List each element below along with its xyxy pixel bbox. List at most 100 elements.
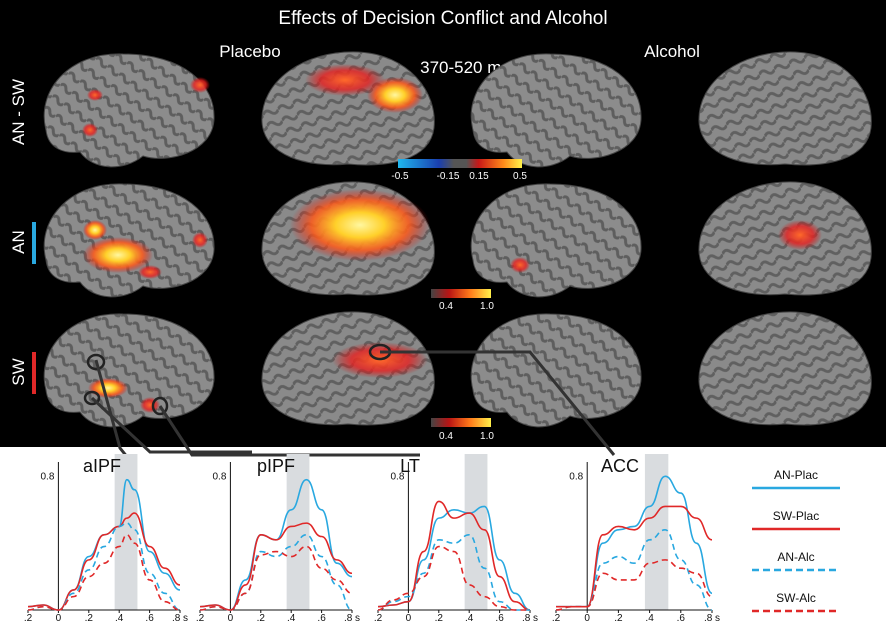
brain-maps: Effects of Decision Conflict and Alcohol… bbox=[9, 8, 872, 442]
charts: 0.8 .2 0 .2 .4 .6 .8 s aIPF 0.8 .2 0 .2 .4 .6 .8 s pIPF… bbox=[24, 454, 720, 622]
brain-grid bbox=[43, 51, 872, 428]
x-tick-label: .6 bbox=[317, 613, 326, 622]
x-tick-label: .4 bbox=[645, 613, 654, 622]
x-tick-label: .4 bbox=[115, 613, 124, 622]
x-tick-label: .2 bbox=[435, 613, 444, 622]
roi-marker bbox=[151, 396, 169, 416]
analysis-window bbox=[286, 454, 310, 610]
y-tick-label: 0.8 bbox=[40, 471, 54, 482]
series-line-sw-plac bbox=[199, 522, 353, 611]
brain-surface-lateral bbox=[470, 313, 642, 428]
analysis-window bbox=[644, 454, 669, 610]
y-tick-label: 0.8 bbox=[569, 471, 583, 482]
row-label-sw: SW bbox=[9, 358, 28, 385]
brain-surface-lateral bbox=[470, 53, 642, 168]
y-tick-label: 0.8 bbox=[212, 471, 226, 482]
brain-maps-panel: Effects of Decision Conflict and Alcohol… bbox=[0, 0, 886, 447]
series-line-sw-plac bbox=[27, 512, 181, 611]
brain-surface-lateral bbox=[43, 53, 215, 168]
activation-blob bbox=[83, 237, 153, 273]
x-tick-label: .2 bbox=[257, 613, 266, 622]
colorbar-sequential-gradient bbox=[431, 418, 491, 427]
colorbar-tick: 0.15 bbox=[469, 171, 489, 182]
x-tick-label: 0 bbox=[56, 613, 62, 622]
roi-marker bbox=[86, 353, 106, 371]
series-line-an-alc bbox=[377, 534, 530, 611]
series-line-an-alc bbox=[555, 529, 713, 611]
series-line-sw-alc bbox=[27, 534, 181, 611]
colorbar-tick: 0.5 bbox=[513, 171, 527, 182]
activation-blob bbox=[192, 232, 208, 248]
legend-label-sw-alc: SW-Alc bbox=[776, 591, 816, 605]
series-line-an-alc bbox=[199, 534, 353, 611]
series-line-an-alc bbox=[27, 522, 181, 611]
colorbar-tick: 1.0 bbox=[480, 301, 494, 312]
chart-title: aIPF bbox=[83, 456, 121, 476]
chart-pipf: 0.8 .2 0 .2 .4 .6 .8 s pIPF bbox=[196, 454, 360, 622]
series-line-sw-alc bbox=[199, 545, 353, 611]
activation-blob bbox=[190, 77, 210, 93]
analysis-window bbox=[114, 454, 138, 610]
row-label-an-sw: AN - SW bbox=[9, 79, 28, 145]
colorbar-diverging: -0.5 -0.15 0.15 0.5 bbox=[391, 159, 527, 182]
series-line-sw-plac bbox=[555, 505, 713, 608]
x-tick-label: .2 bbox=[552, 613, 561, 622]
connector-pipf bbox=[90, 396, 252, 454]
column-label-placebo: Placebo bbox=[219, 42, 280, 61]
colorbar-sequential-an: 0.4 1.0 bbox=[431, 289, 494, 312]
legend: AN-Plac SW-Plac AN-Alc SW-Alc bbox=[752, 468, 840, 613]
activation-blob bbox=[510, 257, 530, 273]
x-tick-label: .8 s bbox=[172, 613, 188, 622]
colorbar-tick: 0.4 bbox=[439, 301, 453, 312]
colorbar-diverging-gradient bbox=[398, 159, 522, 168]
legend-label-an-alc: AN-Alc bbox=[777, 550, 814, 564]
x-tick-label: 0 bbox=[406, 613, 412, 622]
x-tick-label: .2 bbox=[85, 613, 94, 622]
column-label-alcohol: Alcohol bbox=[644, 42, 700, 61]
analysis-window bbox=[464, 454, 488, 610]
x-tick-label: .2 bbox=[374, 613, 383, 622]
y-tick-label: 0.8 bbox=[390, 471, 404, 482]
activation-blob bbox=[138, 265, 162, 279]
series-line-sw-plac bbox=[377, 500, 531, 611]
chart-title: LT bbox=[400, 456, 420, 476]
x-tick-label: .8 s bbox=[704, 613, 720, 622]
series-line-an-plac bbox=[377, 505, 531, 611]
activation-blob bbox=[83, 220, 107, 240]
colorbar-tick: -0.5 bbox=[391, 171, 409, 182]
x-tick-label: .4 bbox=[287, 613, 296, 622]
series-line-an-plac bbox=[555, 475, 713, 608]
chart-acc: 0.8 .2 0 .2 .4 .6 .8 s ACC bbox=[552, 454, 720, 622]
roi-marker bbox=[83, 390, 101, 406]
time-window-label: 370-520 ms bbox=[420, 58, 510, 77]
chart-lt: 0.8 .2 0 .2 .4 .6 .8 s LT bbox=[374, 454, 538, 622]
roi-connectors bbox=[90, 350, 616, 459]
x-tick-label: .6 bbox=[677, 613, 686, 622]
row-label-an: AN bbox=[9, 230, 28, 254]
series-line-an-plac bbox=[199, 478, 353, 611]
activation-blob bbox=[88, 378, 128, 398]
series-line-sw-alc bbox=[377, 545, 530, 611]
colorbar-sequential-sw: 0.4 1.0 bbox=[431, 418, 494, 442]
x-tick-label: .2 bbox=[196, 613, 205, 622]
colorbar-tick: 1.0 bbox=[480, 431, 494, 442]
x-tick-label: .2 bbox=[24, 613, 33, 622]
colorbar-sequential-gradient bbox=[431, 289, 491, 298]
chart-title: ACC bbox=[601, 456, 639, 476]
x-tick-label: .6 bbox=[145, 613, 154, 622]
x-tick-label: .2 bbox=[614, 613, 623, 622]
x-tick-label: .8 s bbox=[344, 613, 360, 622]
x-tick-label: .8 s bbox=[522, 613, 538, 622]
x-tick-label: 0 bbox=[228, 613, 234, 622]
activation-blob bbox=[305, 64, 385, 96]
x-tick-label: .6 bbox=[495, 613, 504, 622]
row-accent-sw bbox=[32, 352, 36, 394]
connector-lt bbox=[158, 405, 420, 457]
colorbar-tick: -0.15 bbox=[437, 171, 460, 182]
connector-aipf bbox=[94, 359, 130, 459]
activation-blob bbox=[82, 123, 98, 137]
activation-blob bbox=[778, 220, 822, 250]
brain-surface-lateral bbox=[43, 313, 215, 428]
connector-acc bbox=[380, 350, 616, 456]
